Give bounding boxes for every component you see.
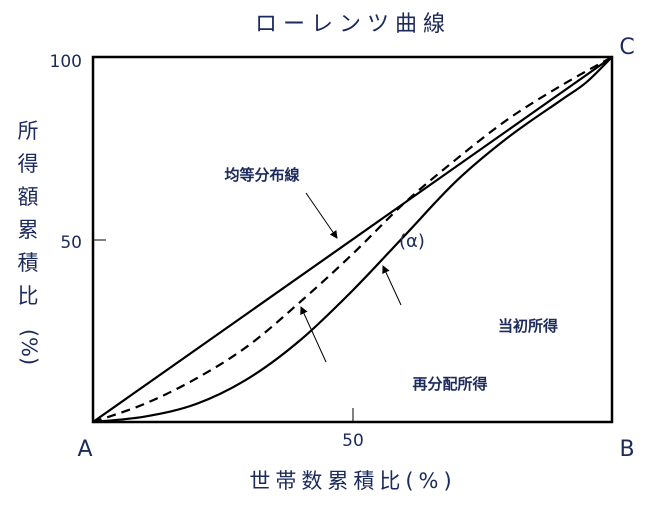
point-c-label: C bbox=[619, 35, 634, 60]
y-label-char: 累 bbox=[18, 218, 39, 242]
redistributed-income-arrow bbox=[300, 306, 327, 363]
point-a-label: A bbox=[77, 437, 92, 462]
point-b-label: B bbox=[619, 437, 634, 462]
y-axis-label: 所 得 額 累 積 比 (%) bbox=[17, 119, 41, 365]
chart-title: ローレンツ曲線 bbox=[255, 12, 451, 37]
x-axis-label: 世帯数累積比(%) bbox=[249, 469, 456, 493]
equality-line-label: 均等分布線 bbox=[224, 166, 299, 184]
y-label-char: 額 bbox=[18, 185, 39, 209]
redistributed-income-label: 再分配所得 bbox=[412, 375, 487, 393]
y-label-char: 積 bbox=[18, 251, 39, 275]
initial-income-arrow bbox=[382, 265, 402, 306]
equality-line-arrow bbox=[305, 192, 338, 239]
y-label-char: 比 bbox=[18, 284, 39, 308]
redistributed-income-curve bbox=[92, 56, 613, 424]
y-label-char: 得 bbox=[18, 152, 39, 176]
y-tick-label-50: 50 bbox=[60, 233, 82, 253]
x-tick-label-50: 50 bbox=[342, 431, 364, 451]
y-label-char: (%) bbox=[17, 329, 41, 365]
alpha-region-label: (α) bbox=[399, 231, 425, 252]
initial-income-curve bbox=[92, 56, 613, 424]
y-tick-label-100: 100 bbox=[50, 52, 82, 72]
series-layer bbox=[92, 56, 613, 424]
y-label-char: 所 bbox=[18, 119, 39, 143]
initial-income-label: 当初所得 bbox=[498, 317, 558, 335]
equality-line bbox=[92, 56, 613, 423]
